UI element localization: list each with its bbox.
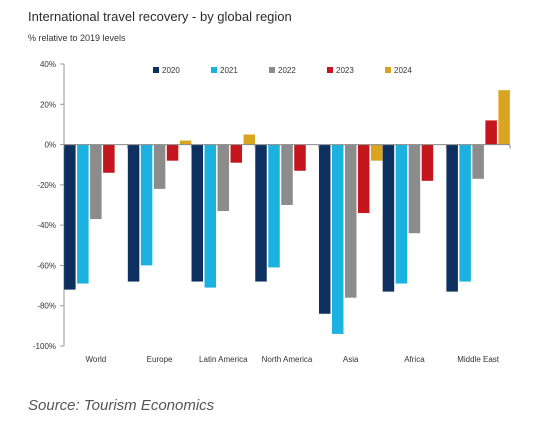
- bar-latin-america-2022: [217, 144, 230, 212]
- bar-middle-east-2024: [498, 90, 510, 145]
- bar-middle-east-2022: [472, 144, 484, 179]
- y-tick-label: -20%: [37, 181, 56, 190]
- bar-europe-2020: [127, 144, 140, 282]
- bar-asia-2022: [344, 144, 357, 298]
- x-category-label: Asia: [343, 355, 359, 364]
- legend-swatch-2022: [269, 67, 275, 73]
- x-category-label: North America: [262, 355, 313, 364]
- bar-latin-america-2021: [204, 144, 217, 288]
- y-tick-label: -80%: [37, 302, 56, 311]
- bar-africa-2021: [395, 144, 408, 284]
- bar-north-america-2022: [281, 144, 293, 205]
- legend-label: 2020: [162, 66, 180, 75]
- legend-swatch-2020: [153, 67, 159, 73]
- x-category-label: World: [85, 355, 106, 364]
- x-category-label: Middle East: [457, 355, 500, 364]
- bar-middle-east-2023: [485, 120, 497, 145]
- bar-north-america-2023: [294, 144, 306, 171]
- bar-world-2020: [64, 144, 76, 290]
- legend-swatch-2023: [327, 67, 333, 73]
- bar-north-america-2021: [268, 144, 280, 268]
- y-tick-label: 0%: [44, 141, 56, 150]
- bar-world-2022: [90, 144, 102, 220]
- bar-africa-2023: [421, 144, 434, 181]
- bar-africa-2022: [408, 144, 421, 234]
- bar-asia-2023: [357, 144, 370, 214]
- x-category-label: Latin America: [199, 355, 248, 364]
- y-tick-label: -40%: [37, 221, 56, 230]
- legend-label: 2023: [336, 66, 354, 75]
- bar-asia-2024: [370, 144, 383, 161]
- bar-europe-2023: [166, 144, 179, 161]
- legend-label: 2022: [278, 66, 296, 75]
- bar-asia-2020: [318, 144, 331, 314]
- legend-label: 2024: [394, 66, 412, 75]
- bar-middle-east-2020: [446, 144, 458, 292]
- y-tick-label: -100%: [33, 342, 56, 351]
- bar-world-2021: [77, 144, 89, 284]
- chart-title: International travel recovery - by globa…: [28, 9, 292, 24]
- bar-europe-2021: [140, 144, 153, 266]
- bar-middle-east-2021: [459, 144, 471, 282]
- bar-europe-2024: [179, 140, 192, 145]
- bar-latin-america-2023: [230, 144, 243, 163]
- bar-world-2023: [103, 144, 115, 173]
- bar-north-america-2020: [255, 144, 267, 282]
- legend-label: 2021: [220, 66, 238, 75]
- source-note: Source: Tourism Economics: [28, 397, 215, 414]
- legend-swatch-2024: [385, 67, 391, 73]
- bar-latin-america-2024: [243, 134, 256, 145]
- x-category-label: Africa: [404, 355, 425, 364]
- y-tick-label: 20%: [40, 100, 56, 109]
- bar-latin-america-2020: [191, 144, 204, 282]
- x-category-label: Europe: [147, 355, 173, 364]
- y-tick-label: 40%: [40, 60, 56, 69]
- legend-swatch-2021: [211, 67, 217, 73]
- bar-africa-2020: [382, 144, 395, 292]
- bar-asia-2021: [331, 144, 344, 334]
- y-tick-label: -60%: [37, 261, 56, 270]
- bar-europe-2022: [153, 144, 166, 189]
- chart-subtitle: % relative to 2019 levels: [28, 33, 126, 43]
